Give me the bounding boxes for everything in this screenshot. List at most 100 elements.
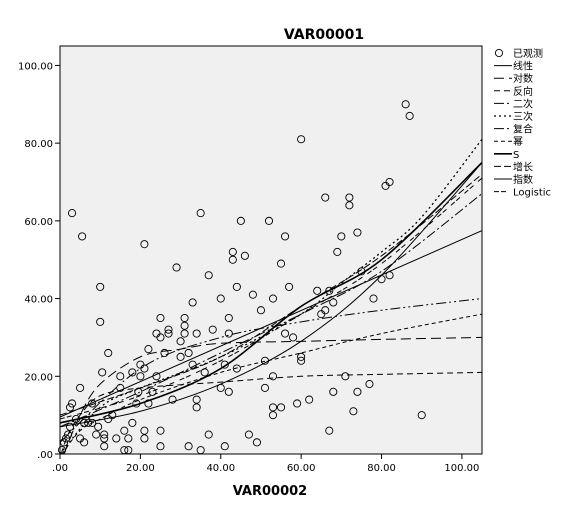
data-point — [405, 111, 414, 120]
data-point — [297, 356, 306, 365]
data-point — [281, 329, 290, 338]
data-point — [224, 313, 233, 323]
data-point — [224, 329, 233, 338]
data-point — [57, 446, 67, 455]
data-point — [313, 286, 322, 295]
data-point — [144, 345, 153, 354]
data-point — [192, 395, 201, 404]
fit-line-solidthick — [60, 161, 482, 424]
data-point — [200, 368, 209, 377]
data-point — [108, 411, 117, 420]
data-point — [349, 407, 358, 416]
legend-label: 二次 — [513, 97, 533, 110]
data-point — [180, 321, 189, 330]
data-point — [321, 193, 330, 202]
data-point — [204, 430, 213, 439]
legend-label: 增长 — [513, 160, 533, 173]
data-point — [228, 247, 237, 256]
data-point — [168, 395, 177, 404]
y-tick-label: 80.00 — [24, 139, 53, 150]
data-point — [124, 446, 133, 455]
fit-line-longdash — [63, 336, 482, 454]
data-point — [100, 442, 109, 451]
data-point — [94, 422, 103, 431]
legend-marker-circle — [494, 48, 504, 58]
data-point — [65, 403, 75, 412]
data-point — [180, 329, 189, 338]
data-point — [128, 368, 137, 377]
data-point — [156, 313, 165, 323]
scatter-points-group — [57, 100, 426, 455]
data-point — [192, 329, 201, 338]
data-point — [289, 333, 298, 342]
chart-title: VAR00001 — [284, 27, 364, 43]
x-axis-label: VAR00002 — [233, 484, 307, 499]
data-point — [152, 372, 161, 381]
data-point — [92, 430, 101, 439]
data-point — [188, 298, 197, 307]
data-point — [136, 372, 145, 381]
x-tick-label: 80.00 — [367, 463, 396, 474]
data-point — [140, 364, 149, 373]
data-point — [120, 446, 129, 455]
data-point — [220, 442, 229, 451]
fit-line-dashdot — [60, 193, 482, 428]
data-point — [220, 360, 229, 369]
data-point — [321, 306, 330, 315]
data-point — [156, 442, 165, 451]
legend-label: 对数 — [513, 72, 533, 85]
data-point — [96, 317, 105, 326]
fit-line-solid — [60, 230, 482, 418]
data-point — [401, 100, 410, 109]
data-point — [385, 177, 394, 187]
data-point — [196, 209, 205, 218]
y-tick-label: 100.00 — [18, 61, 53, 72]
data-point — [232, 282, 241, 291]
data-point — [164, 329, 173, 338]
plot-area — [59, 45, 483, 455]
x-tick-label: 20.00 — [126, 463, 155, 474]
data-point — [72, 414, 81, 424]
y-tick-label: 60.00 — [24, 217, 53, 228]
data-point — [88, 418, 97, 427]
data-point — [345, 201, 354, 210]
data-point — [65, 422, 75, 431]
data-point — [116, 372, 125, 381]
data-point — [337, 232, 346, 241]
data-point — [341, 372, 350, 381]
legend-label: 指数 — [513, 173, 533, 186]
data-point — [188, 360, 197, 369]
data-point — [377, 275, 386, 284]
data-point — [84, 418, 93, 427]
legend-label: 幂 — [513, 136, 523, 148]
x-tick-label: 40.00 — [206, 463, 235, 474]
data-point — [252, 438, 261, 447]
data-point — [285, 282, 294, 291]
data-point — [357, 267, 366, 276]
data-point — [172, 263, 181, 272]
data-point — [63, 430, 73, 439]
data-point — [276, 403, 286, 412]
data-point — [236, 216, 245, 225]
data-point — [369, 294, 378, 303]
fit-line-dash2 — [60, 173, 482, 416]
data-point — [76, 383, 85, 392]
data-point — [100, 434, 109, 443]
data-point — [208, 325, 217, 334]
data-point — [248, 290, 257, 299]
y-tick-label: .00 — [37, 450, 53, 461]
data-point — [281, 232, 290, 241]
data-point — [156, 333, 165, 342]
fit-lines-group — [60, 138, 482, 454]
data-point — [134, 387, 143, 396]
data-point — [268, 411, 278, 420]
fit-line-dash — [60, 371, 482, 454]
data-point — [160, 348, 169, 358]
data-point — [112, 434, 121, 443]
data-point — [140, 426, 149, 435]
data-point — [124, 434, 133, 443]
data-point — [305, 395, 314, 404]
